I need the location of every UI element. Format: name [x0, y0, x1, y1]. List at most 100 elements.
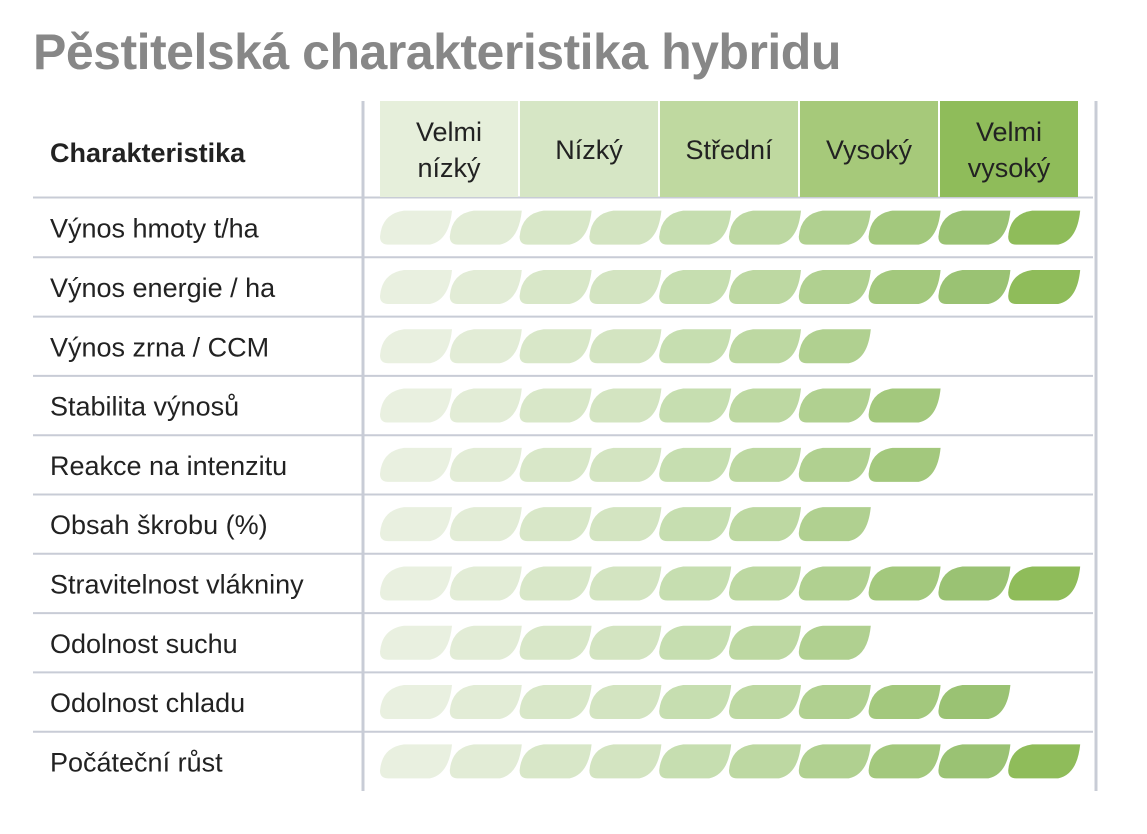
table-dividers: [33, 101, 1098, 791]
table-row: Stravitelnost vlákniny: [50, 566, 1081, 601]
rating-leaf-icon: [868, 388, 941, 423]
table-row: Počáteční růst: [50, 744, 1081, 779]
rating-leaf-icon: [729, 625, 801, 660]
rating-leaf-icon: [798, 447, 871, 482]
rating-leaf-icon: [659, 210, 732, 245]
table-row: Výnos energie / ha: [50, 269, 1081, 304]
rating-leaf-icon: [868, 566, 941, 601]
rating-leaf-icon: [729, 685, 801, 720]
level-header-cell: [380, 101, 518, 197]
rating-leaf-icon: [868, 744, 941, 779]
level-header-label: Vysoký: [826, 135, 913, 165]
rating-leaf-icon: [798, 744, 871, 779]
row-label: Odolnost chladu: [50, 688, 245, 718]
rating-leaf-icon: [938, 685, 1011, 720]
rating-leaf-icon: [659, 329, 732, 364]
rating-leaf-icon: [519, 685, 592, 720]
rating-leaf-icon: [380, 269, 452, 304]
rating-leaf-icon: [659, 269, 732, 304]
rating-leaf-icon: [449, 744, 522, 779]
rating-leaf-icon: [729, 566, 801, 601]
rating-leaf-icon: [868, 269, 941, 304]
rating-leaf-icon: [589, 566, 662, 601]
level-header-cell: [800, 101, 938, 197]
rating-leaf-icon: [449, 210, 522, 245]
table-row: Stabilita výnosů: [50, 388, 941, 423]
rating-leaf-icon: [519, 269, 592, 304]
rating-leaf-icon: [798, 269, 871, 304]
rating-leaf-icon: [938, 210, 1011, 245]
rating-leaf-icon: [380, 388, 452, 423]
rating-leaf-icon: [798, 625, 871, 660]
rating-leaf-icon: [659, 744, 732, 779]
rating-leaf-icon: [729, 447, 801, 482]
level-header-cell: [520, 101, 658, 197]
rating-leaf-icon: [519, 566, 592, 601]
level-header-label: Nízký: [555, 135, 623, 165]
rating-leaf-icon: [659, 507, 732, 542]
rating-leaf-icon: [729, 329, 801, 364]
rating-leaf-icon: [729, 507, 801, 542]
rating-leaf-icon: [868, 685, 941, 720]
rating-leaf-icon: [659, 566, 732, 601]
rating-leaf-icon: [380, 507, 452, 542]
rating-leaf-icon: [589, 447, 662, 482]
rating-leaf-icon: [589, 388, 662, 423]
rating-leaf-icon: [729, 744, 801, 779]
row-label: Počáteční růst: [50, 747, 223, 777]
level-header-label: Velmi nízký: [416, 117, 482, 183]
row-label: Výnos zrna / CCM: [50, 332, 269, 362]
rating-leaf-icon: [449, 507, 522, 542]
level-header-label: Střední: [685, 135, 773, 165]
rating-leaf-icon: [868, 447, 941, 482]
table-row: Výnos zrna / CCM: [50, 329, 871, 364]
table-row: Odolnost suchu: [50, 625, 871, 660]
rating-leaf-icon: [938, 269, 1011, 304]
row-header-label: Charakteristika: [50, 138, 246, 168]
table-row: Reakce na intenzitu: [50, 447, 941, 482]
rating-leaf-icon: [1008, 566, 1081, 601]
row-label: Stravitelnost vlákniny: [50, 569, 304, 599]
rating-leaf-icon: [1008, 269, 1081, 304]
row-label: Reakce na intenzitu: [50, 451, 287, 481]
table-row: Výnos hmoty t/ha: [50, 210, 1081, 245]
rating-leaf-icon: [729, 269, 801, 304]
rating-leaf-icon: [449, 625, 522, 660]
rating-leaf-icon: [380, 625, 452, 660]
rating-leaf-icon: [519, 447, 592, 482]
rating-leaf-icon: [449, 566, 522, 601]
rating-leaf-icon: [449, 447, 522, 482]
rating-leaf-icon: [449, 388, 522, 423]
rating-leaf-icon: [938, 566, 1011, 601]
rating-leaf-icon: [798, 388, 871, 423]
rating-leaf-icon: [380, 447, 452, 482]
rating-leaf-icon: [798, 566, 871, 601]
rating-leaf-icon: [589, 210, 662, 245]
rating-leaf-icon: [449, 269, 522, 304]
rating-leaf-icon: [729, 210, 801, 245]
rating-leaf-icon: [589, 269, 662, 304]
table-row: Obsah škrobu (%): [50, 507, 871, 542]
level-header-cell: [660, 101, 798, 197]
rating-leaf-icon: [519, 210, 592, 245]
rating-leaf-icon: [380, 566, 452, 601]
rating-leaf-icon: [659, 625, 732, 660]
chart-title: Pěstitelská charakteristika hybridu: [33, 24, 841, 80]
rating-leaf-icon: [798, 507, 871, 542]
rating-leaf-icon: [798, 329, 871, 364]
rating-leaf-icon: [589, 744, 662, 779]
rating-leaf-icon: [1008, 210, 1081, 245]
rating-leaf-icon: [1008, 744, 1081, 779]
row-label: Obsah škrobu (%): [50, 510, 268, 540]
rating-leaf-icon: [589, 329, 662, 364]
row-label: Odolnost suchu: [50, 629, 238, 659]
level-header-cell: [940, 101, 1078, 197]
table-row: Odolnost chladu: [50, 685, 1011, 720]
rating-leaf-icon: [868, 210, 941, 245]
rating-leaf-icon: [519, 388, 592, 423]
rating-leaf-icon: [938, 744, 1011, 779]
level-header-label: Velmi vysoký: [968, 117, 1051, 183]
row-label: Výnos energie / ha: [50, 273, 276, 303]
rating-leaf-icon: [380, 329, 452, 364]
